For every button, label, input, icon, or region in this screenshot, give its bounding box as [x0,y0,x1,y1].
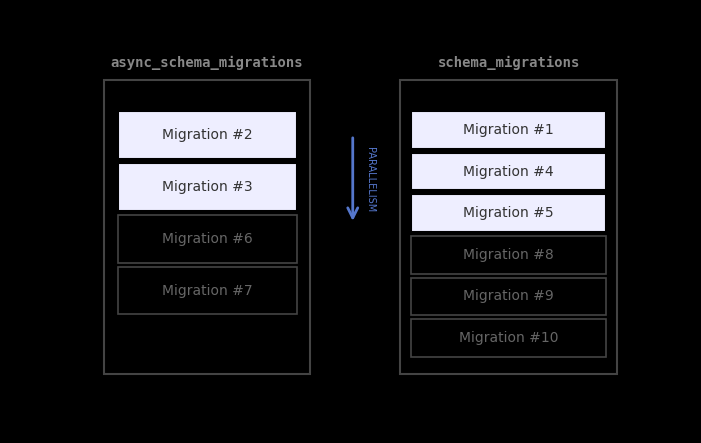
Text: async_schema_migrations: async_schema_migrations [111,56,304,70]
Text: Migration #10: Migration #10 [459,331,559,345]
Text: Migration #3: Migration #3 [162,180,252,194]
Text: Migration #1: Migration #1 [463,123,554,137]
FancyBboxPatch shape [411,194,606,232]
FancyBboxPatch shape [411,236,606,273]
FancyBboxPatch shape [118,163,297,211]
Text: Migration #9: Migration #9 [463,289,554,303]
Text: Migration #2: Migration #2 [162,128,252,142]
Text: Migration #8: Migration #8 [463,248,554,262]
Text: Migration #4: Migration #4 [463,164,554,179]
FancyBboxPatch shape [118,267,297,315]
FancyBboxPatch shape [411,278,606,315]
FancyBboxPatch shape [118,111,297,159]
Text: schema_migrations: schema_migrations [437,56,580,70]
Text: PARALLELISM: PARALLELISM [365,147,375,212]
Text: Migration #7: Migration #7 [162,284,252,298]
FancyBboxPatch shape [118,215,297,263]
FancyBboxPatch shape [411,111,606,149]
Text: Migration #5: Migration #5 [463,206,554,220]
FancyBboxPatch shape [411,319,606,357]
FancyBboxPatch shape [104,81,311,374]
FancyBboxPatch shape [411,153,606,190]
Text: Migration #6: Migration #6 [162,232,252,246]
FancyBboxPatch shape [400,81,618,374]
